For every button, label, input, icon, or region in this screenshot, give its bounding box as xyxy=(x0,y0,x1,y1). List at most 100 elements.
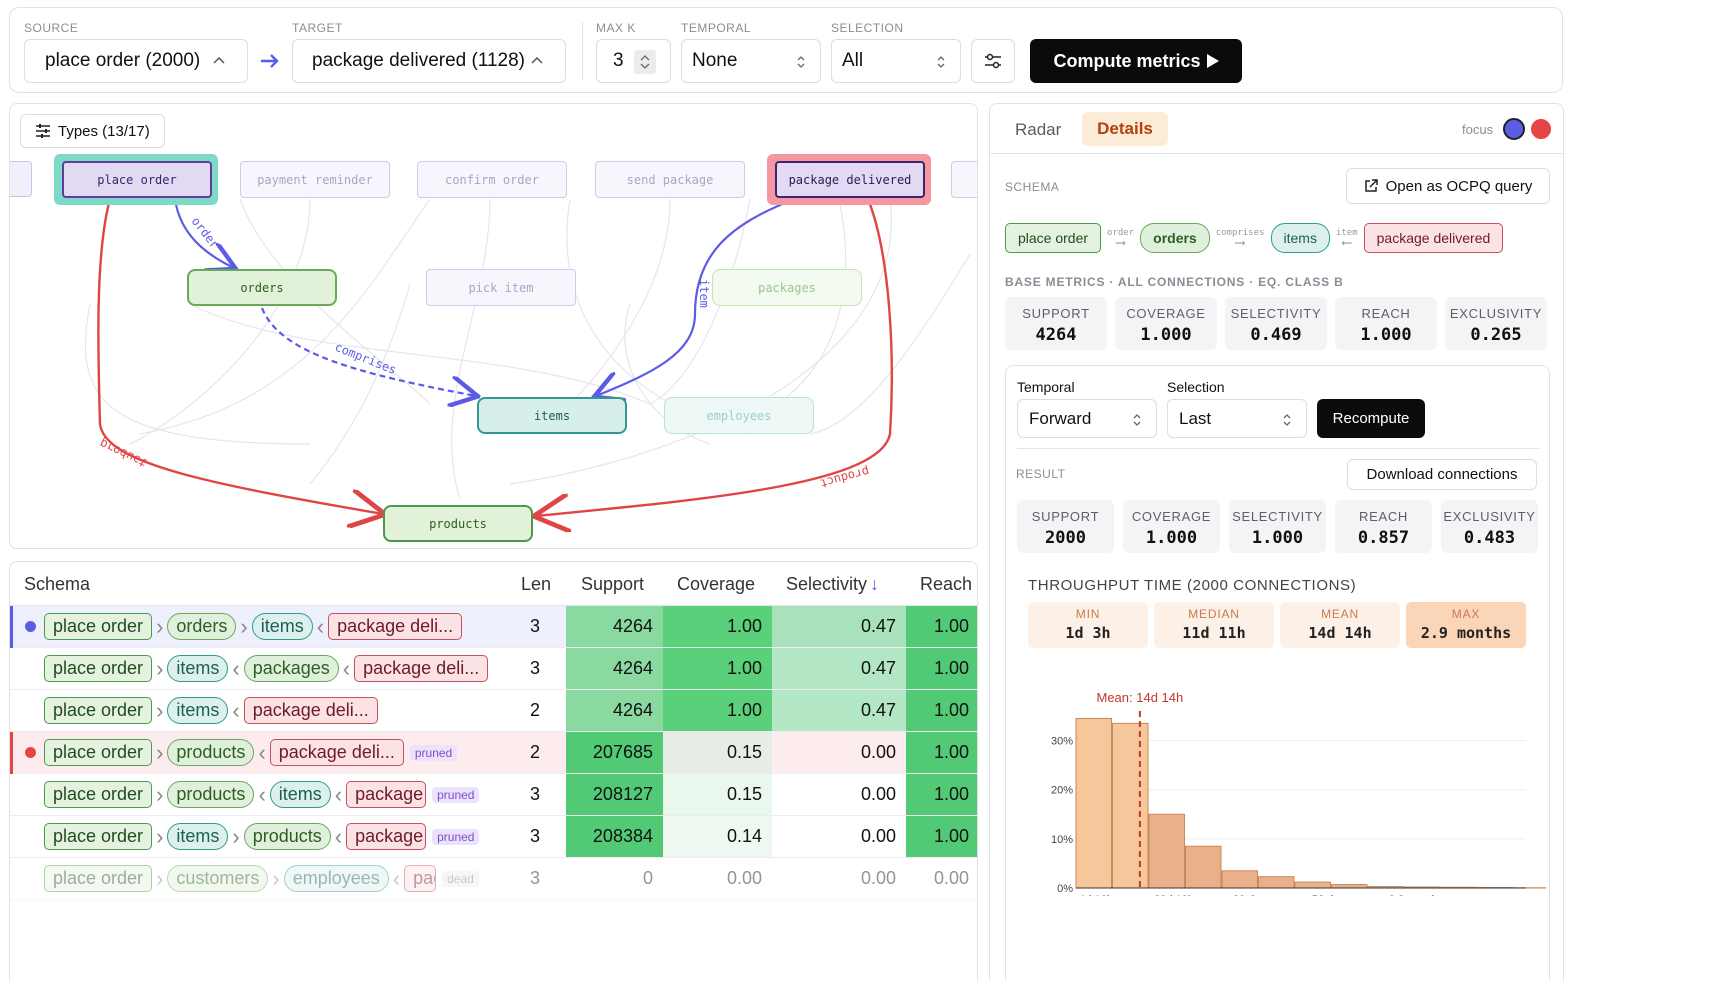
settings-sliders-button[interactable] xyxy=(971,39,1015,83)
metric-value: 1.000 xyxy=(1140,325,1192,345)
arrow-right-icon: ⟶ xyxy=(1235,235,1245,251)
metric-key: SELECTIVITY xyxy=(1232,509,1323,524)
cell-coverage: 0.15 xyxy=(663,732,772,773)
focus-label: focus xyxy=(1462,122,1494,137)
metric-key: SELECTIVITY xyxy=(1230,306,1322,321)
throughput-max: MAX 2.9 months xyxy=(1406,602,1526,648)
pruned-badge: pruned xyxy=(432,828,480,845)
node-packages[interactable]: packages xyxy=(712,269,862,306)
mean-label: Mean: 14d 14h xyxy=(1097,690,1184,705)
metric-support: SUPPORT 4264 xyxy=(1005,297,1107,350)
table-row[interactable]: place order › items ‹ package deli... 2 4264 1.… xyxy=(10,690,977,732)
chevron-right-icon: › xyxy=(156,739,164,765)
y-tick-label: 0% xyxy=(1057,883,1073,895)
selection-select[interactable]: All xyxy=(831,39,961,83)
edge-item[interactable] xyxy=(596,197,796,396)
maxk-value: 3 xyxy=(613,50,624,71)
chevron-left-icon: ‹ xyxy=(334,823,343,849)
target-select[interactable]: package delivered (1128) xyxy=(292,39,566,83)
metric-coverage: COVERAGE 1.000 xyxy=(1115,297,1217,350)
focus-red-dot[interactable] xyxy=(1530,118,1552,140)
node-orders[interactable]: orders xyxy=(187,269,337,306)
arrow-right-icon: ⟶ xyxy=(1116,235,1125,251)
edge-comprises[interactable] xyxy=(260,307,476,396)
node-package-delivered[interactable]: package delivered xyxy=(775,161,925,198)
col-reach[interactable]: Reach xyxy=(920,574,973,594)
card-temporal-select[interactable]: Forward xyxy=(1017,399,1157,438)
table-row[interactable]: place order›customers›employees‹pacdead3… xyxy=(10,858,977,900)
node-left-clipped[interactable] xyxy=(10,161,32,197)
metric-value: 2000 xyxy=(1045,528,1086,548)
node-send-package[interactable]: send package xyxy=(595,161,745,198)
updown-icon xyxy=(937,56,945,68)
col-coverage[interactable]: Coverage xyxy=(677,574,756,594)
row-focus-dot[interactable] xyxy=(25,747,36,758)
col-schema[interactable]: Schema xyxy=(24,574,91,594)
source-select[interactable]: place order (2000) xyxy=(24,39,248,83)
tabs-divider xyxy=(990,153,1563,154)
compute-metrics-button[interactable]: Compute metrics xyxy=(1030,39,1242,83)
chevron-left-icon: ‹ xyxy=(232,655,240,681)
cell-selectivity: 0.47 xyxy=(772,648,906,689)
metric-value: 4264 xyxy=(1035,325,1077,345)
node-right-clipped[interactable] xyxy=(951,161,977,198)
cell-reach: 1.00 xyxy=(906,816,977,857)
temporal-select[interactable]: None xyxy=(681,39,821,83)
selection-label: SELECTION xyxy=(831,21,904,35)
schema-tag: products xyxy=(167,781,255,808)
tab-radar[interactable]: Radar xyxy=(1015,120,1062,139)
table-row[interactable]: place order › items › products ‹ package pruned… xyxy=(10,816,977,858)
card-temporal-value: Forward xyxy=(1029,408,1092,428)
table-row[interactable]: place order › orders › items ‹ package deli...… xyxy=(10,606,977,648)
cell-support: 207685 xyxy=(566,732,663,773)
node-confirm-order[interactable]: confirm order xyxy=(417,161,567,198)
edge-order[interactable] xyxy=(173,198,234,268)
col-support[interactable]: Support xyxy=(581,574,645,594)
updown-icon xyxy=(1283,414,1291,426)
y-tick-label: 30% xyxy=(1051,736,1073,748)
cell-len: 3 xyxy=(529,868,540,888)
cell-reach: 0.00 xyxy=(906,858,977,899)
node-pick-item[interactable]: pick item xyxy=(426,269,576,306)
metric-value: 0.469 xyxy=(1250,325,1302,345)
node-place-order[interactable]: place order xyxy=(62,161,212,198)
node-items[interactable]: items xyxy=(477,397,627,434)
graph-canvas[interactable]: order comprises item product product xyxy=(10,104,978,549)
node-payment-reminder[interactable]: payment reminder xyxy=(240,161,390,198)
recompute-button[interactable]: Recompute xyxy=(1317,399,1425,438)
chevron-right-icon: › xyxy=(156,823,164,849)
col-len[interactable]: Len xyxy=(521,574,552,594)
col-selectivity[interactable]: Selectivity ↓ xyxy=(786,574,879,595)
cell-len: 3 xyxy=(529,826,540,846)
edge-product-right[interactable] xyxy=(536,198,893,516)
types-filter-button[interactable]: Types (13/17) xyxy=(20,114,165,148)
row-focus-dot[interactable] xyxy=(25,621,36,632)
throughput-histogram[interactable]: 0% 10% 20% 30% Mean: 14d 14h 4d 16h 20d 10h 36 … xyxy=(1016,656,1546,896)
metric-reach: REACH 0.857 xyxy=(1335,500,1432,553)
node-products[interactable]: products xyxy=(383,505,533,542)
download-connections-button[interactable]: Download connections xyxy=(1347,459,1537,490)
table-row[interactable]: place order › products ‹ package deli... prun… xyxy=(10,732,977,774)
metric-key: COVERAGE xyxy=(1126,306,1206,321)
stepper-arrows-icon[interactable] xyxy=(634,50,656,74)
schema-tag: place order xyxy=(44,697,153,724)
focus-blue-dot[interactable] xyxy=(1503,118,1525,140)
chevron-left-icon: ‹ xyxy=(316,613,325,639)
card-selection-select[interactable]: Last xyxy=(1167,399,1307,438)
maxk-stepper[interactable]: 3 xyxy=(596,39,671,83)
node-employees[interactable]: employees xyxy=(664,397,814,434)
chevron-up-icon xyxy=(531,56,543,64)
y-tick-label: 20% xyxy=(1051,785,1073,797)
cell-support: 4264 xyxy=(566,606,663,647)
tab-details[interactable]: Details xyxy=(1082,112,1168,146)
card-selection-value: Last xyxy=(1179,408,1212,428)
cell-reach: 1.00 xyxy=(906,648,977,689)
metric-key: REACH xyxy=(1358,509,1408,524)
schema-tag: package xyxy=(346,823,427,850)
histogram-bar xyxy=(1331,884,1368,889)
chevron-right-icon: › xyxy=(156,781,164,807)
edge-product-left[interactable] xyxy=(97,198,383,514)
table-row[interactable]: place order › items ‹ packages ‹ package deli.… xyxy=(10,648,977,690)
table-row[interactable]: place order › products ‹ items ‹ package pruned… xyxy=(10,774,977,816)
open-ocpq-button[interactable]: Open as OCPQ query xyxy=(1346,168,1550,204)
